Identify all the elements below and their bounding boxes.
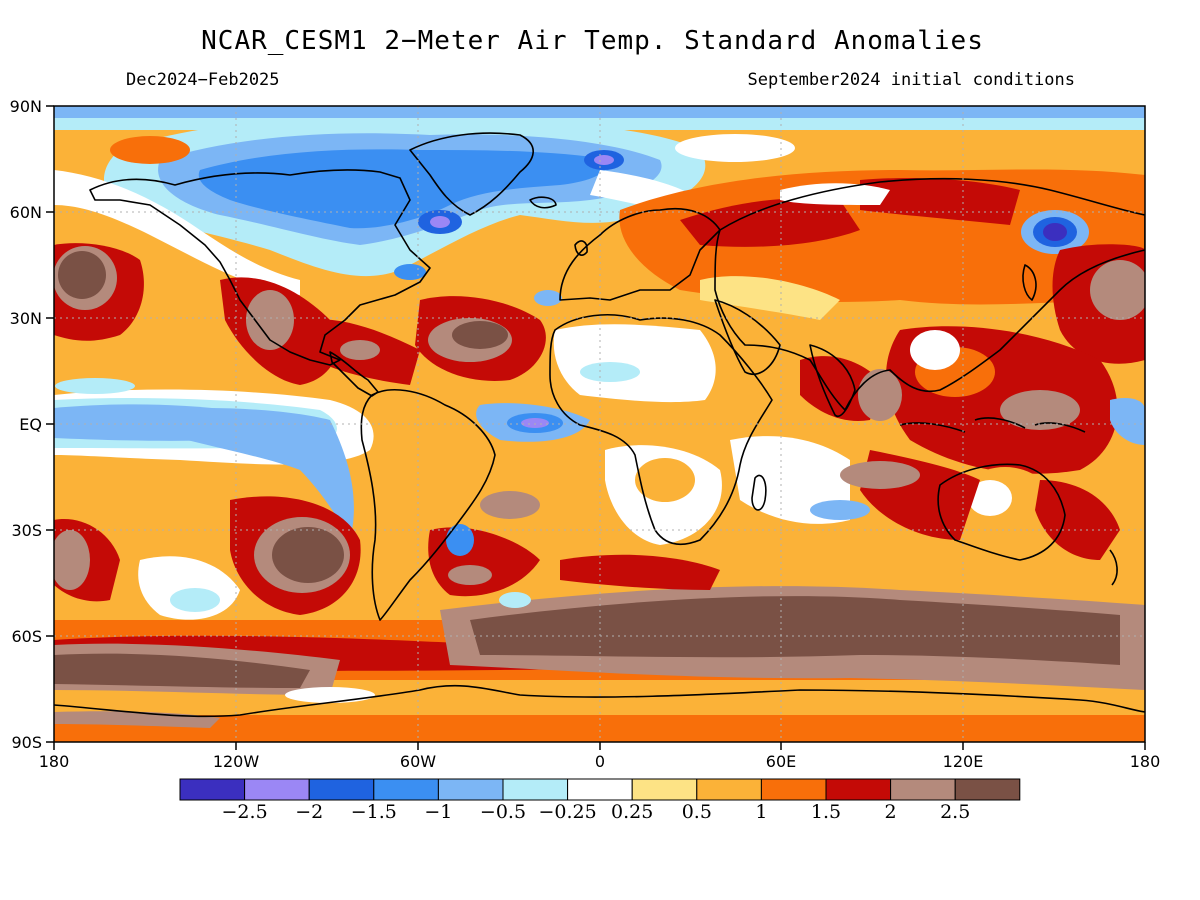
lon-label: 180 <box>1130 752 1161 771</box>
map-title: NCAR_CESM1 2−Meter Air Temp. Standard An… <box>201 26 984 56</box>
colorbar-swatch <box>502 778 569 801</box>
colorbar-label: −2 <box>295 801 323 823</box>
initial-conditions-label: September2024 initial conditions <box>747 70 1075 90</box>
coastlines <box>54 132 1145 718</box>
lat-label: EQ <box>19 415 42 434</box>
lat-label: 30S <box>11 521 42 540</box>
lat-label: 90S <box>11 733 42 752</box>
colorbar-swatch <box>308 778 375 801</box>
graticule <box>54 106 1145 742</box>
latitude-labels: 90N 60N 30N EQ 30S 60S 90S <box>10 97 42 752</box>
lon-label: 180 <box>39 752 70 771</box>
colorbar-swatch <box>437 778 504 801</box>
axis-ticks <box>46 105 1146 750</box>
colorbar-swatch <box>631 778 698 801</box>
colorbar-swatch <box>760 778 827 801</box>
colorbar-label: −2.5 <box>222 801 268 823</box>
colorbar-label: 0.25 <box>611 801 653 823</box>
lat-label: 90N <box>10 97 42 116</box>
colorbar-labels: −2.5 −2 −1.5 −1 −0.5 −0.25 0.25 0.5 1 1.5 2 2.5 <box>222 801 971 823</box>
lon-label: 120E <box>943 752 984 771</box>
lat-label: 30N <box>10 309 42 328</box>
lon-label: 60W <box>400 752 436 771</box>
colorbar-swatch <box>567 778 633 801</box>
colorbar-swatch <box>890 778 956 801</box>
lat-label: 60N <box>10 203 42 222</box>
colorbar-label: 0.5 <box>682 801 712 823</box>
lat-label: 60S <box>11 627 42 646</box>
colorbar-label: −0.25 <box>538 801 596 823</box>
colorbar-label: −1 <box>424 801 452 823</box>
colorbar-label: 1 <box>755 801 767 823</box>
colorbar <box>179 778 1021 801</box>
colorbar-swatch <box>244 778 310 801</box>
season-label: Dec2024−Feb2025 <box>126 70 280 90</box>
lon-label: 120W <box>213 752 260 771</box>
colorbar-label: −1.5 <box>351 801 397 823</box>
colorbar-swatch <box>696 778 762 801</box>
colorbar-swatch <box>825 778 892 801</box>
colorbar-swatch <box>373 778 439 801</box>
colorbar-label: 2 <box>885 801 897 823</box>
colorbar-label: 1.5 <box>811 801 841 823</box>
colorbar-swatch <box>179 778 246 801</box>
longitude-labels: 180 120W 60W 0 60E 120E 180 <box>39 752 1161 771</box>
colorbar-swatch <box>954 778 1021 801</box>
lon-label: 60E <box>766 752 796 771</box>
colorbar-label: 2.5 <box>940 801 970 823</box>
colorbar-label: −0.5 <box>480 801 526 823</box>
lon-label: 0 <box>595 752 605 771</box>
